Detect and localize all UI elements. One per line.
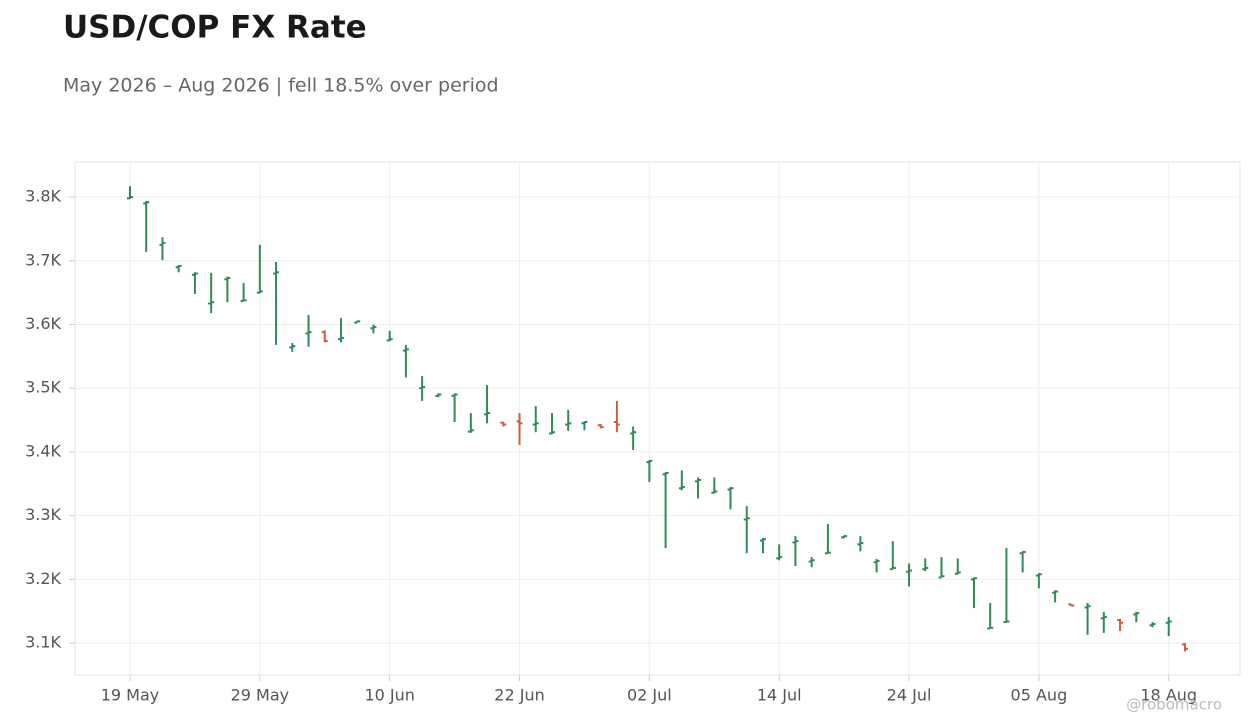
- x-tick-label: 14 Jul: [757, 686, 802, 705]
- x-tick-label: 29 May: [231, 686, 290, 705]
- x-tick-label: 19 May: [101, 686, 160, 705]
- y-tick-label: 3.1K: [25, 633, 61, 652]
- x-tick-label: 02 Jul: [627, 686, 672, 705]
- y-tick-label: 3.5K: [25, 378, 61, 397]
- x-tick-label: 10 Jun: [364, 686, 414, 705]
- x-tick-label: 05 Aug: [1011, 686, 1068, 705]
- y-tick-label: 3.7K: [25, 250, 61, 269]
- watermark: @robomacro: [1126, 696, 1222, 714]
- chart-title: USD/COP FX Rate: [63, 10, 367, 46]
- y-tick-label: 3.8K: [25, 187, 61, 206]
- x-tick-label: 18 Aug: [1140, 686, 1197, 705]
- y-tick-label: 3.3K: [25, 505, 61, 524]
- y-tick-label: 3.2K: [25, 569, 61, 588]
- y-tick-label: 3.4K: [25, 441, 61, 460]
- chart-subtitle: May 2026 – Aug 2026 | fell 18.5% over pe…: [63, 75, 499, 97]
- x-tick-label: 24 Jul: [887, 686, 932, 705]
- x-tick-label: 22 Jun: [494, 686, 544, 705]
- y-tick-label: 3.6K: [25, 314, 61, 333]
- plot-frame: [74, 161, 1241, 676]
